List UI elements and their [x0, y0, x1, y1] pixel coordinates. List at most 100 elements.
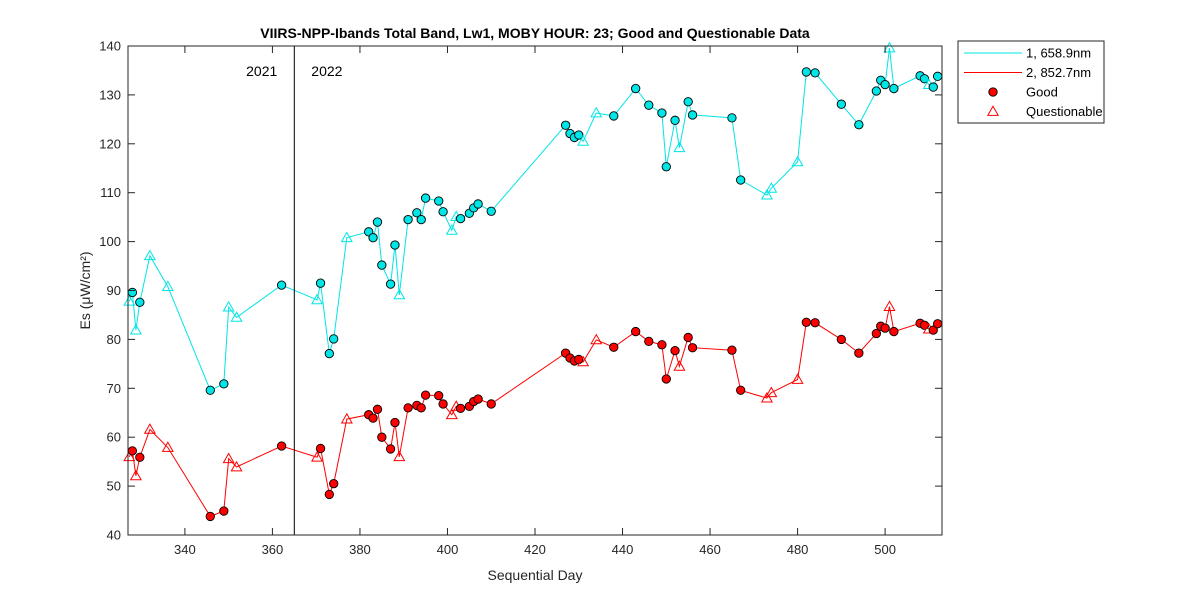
good-point-series-1: [727, 113, 737, 123]
series-line-2: [128, 306, 939, 518]
good-point-series-1: [880, 79, 890, 90]
good-point-series-2: [801, 317, 811, 327]
good-point-series-2: [377, 432, 387, 442]
good-point-series-2: [135, 452, 145, 462]
questionable-point-series-1: [310, 293, 324, 305]
questionable-point-series-2: [590, 333, 603, 345]
good-point-series-2: [670, 345, 680, 356]
questionable-point-series-2: [791, 373, 804, 384]
good-point-series-1: [412, 208, 422, 218]
good-point-series-1: [473, 199, 483, 209]
good-point-series-2: [438, 399, 448, 409]
y-tick-label: 70: [107, 381, 121, 396]
plot-background: [128, 46, 942, 535]
questionable-point-series-1: [230, 311, 243, 322]
x-tick-label: 420: [524, 542, 546, 557]
good-point-series-2: [324, 489, 334, 500]
questionable-point-series-2: [340, 412, 353, 424]
good-point-series-1: [434, 196, 444, 206]
legend-entry-4: Questionable: [1026, 104, 1103, 119]
questionable-point-series-2: [673, 360, 686, 371]
good-point-series-2: [372, 404, 383, 414]
series-line-1: [128, 47, 939, 391]
good-point-series-2: [644, 336, 654, 347]
questionable-point-series-1: [883, 41, 896, 53]
good-point-series-1: [372, 217, 383, 227]
good-point-series-2: [880, 323, 890, 333]
x-tick-label: 500: [874, 542, 896, 557]
good-point-series-1: [836, 99, 846, 109]
good-point-series-2: [385, 444, 396, 454]
questionable-point-series-1: [222, 300, 235, 312]
x-tick-label: 480: [787, 542, 809, 557]
good-point-series-1: [609, 111, 619, 121]
good-point-series-2: [455, 403, 466, 413]
good-point-series-2: [736, 385, 746, 395]
data-layer: [123, 41, 943, 522]
good-point-series-1: [219, 379, 229, 389]
good-point-series-1: [932, 71, 943, 81]
questionable-point-series-1: [123, 295, 136, 306]
chart-title: VIIRS-NPP-Ibands Total Band, Lw1, MOBY H…: [260, 25, 810, 41]
good-point-series-2: [810, 318, 820, 328]
questionable-point-series-1: [393, 288, 406, 300]
good-point-series-1: [631, 83, 641, 94]
good-point-series-2: [219, 506, 229, 516]
good-point-series-1: [205, 385, 215, 395]
questionable-point-series-1: [143, 249, 156, 261]
good-point-series-1: [801, 67, 811, 77]
good-point-series-1: [135, 297, 145, 307]
good-point-series-1: [324, 348, 334, 359]
x-tick-label: 440: [612, 542, 634, 557]
good-point-series-1: [127, 287, 138, 298]
good-point-series-1: [574, 130, 584, 140]
legend-questionable-marker: [986, 105, 1000, 116]
good-point-series-1: [403, 214, 413, 225]
y-tick-label: 50: [107, 479, 121, 494]
questionable-point-series-2: [883, 300, 896, 312]
good-point-series-2: [661, 374, 671, 384]
good-point-series-2: [390, 417, 400, 428]
questionable-point-series-1: [760, 188, 774, 200]
x-tick-label: 460: [699, 542, 721, 557]
questionable-point-series-2: [161, 441, 174, 452]
good-point-series-1: [377, 260, 387, 270]
legend-box: [957, 40, 1105, 124]
good-point-series-2: [127, 446, 138, 456]
good-point-series-1: [560, 120, 571, 130]
questionable-point-series-1: [161, 280, 174, 291]
year-label-right: 2022: [311, 63, 342, 79]
questionable-point-series-1: [577, 135, 590, 146]
questionable-point-series-1: [791, 155, 804, 167]
questionable-point-series-2: [123, 450, 136, 462]
good-point-series-1: [871, 86, 882, 96]
questionable-point-series-1: [673, 141, 686, 153]
good-point-series-2: [368, 413, 378, 423]
good-point-series-2: [434, 390, 444, 401]
legend: 1, 658.9nm 2, 852.7nm Good Questionable: [957, 40, 1105, 124]
good-point-series-1: [683, 97, 693, 107]
plot-area: 2021 2022 340 360 380 400 420 440 460 480 500 40 50 6…: [99, 39, 943, 557]
good-point-series-2: [276, 441, 287, 451]
good-point-series-2: [631, 326, 641, 337]
questionable-point-series-2: [760, 391, 774, 403]
x-tick-label: 340: [174, 542, 196, 557]
legend-entry-1: 1, 658.9nm: [1026, 46, 1091, 61]
questionable-point-series-1: [445, 224, 458, 235]
y-tick-label: 60: [107, 430, 121, 445]
good-point-series-1: [644, 100, 654, 110]
good-point-series-2: [416, 403, 426, 413]
good-point-series-2: [919, 320, 930, 330]
questionable-point-series-2: [222, 452, 235, 464]
good-point-series-1: [670, 115, 680, 125]
good-point-series-2: [420, 390, 431, 400]
legend-entry-3: Good: [1026, 85, 1058, 100]
good-point-series-1: [416, 214, 426, 225]
good-point-series-1: [390, 240, 400, 250]
year-label-left: 2021: [246, 63, 277, 79]
questionable-point-series-1: [340, 231, 353, 243]
questionable-point-series-1: [765, 182, 778, 193]
good-point-series-2: [871, 328, 882, 339]
x-tick-label: 360: [262, 542, 284, 557]
good-point-series-1: [329, 334, 339, 344]
